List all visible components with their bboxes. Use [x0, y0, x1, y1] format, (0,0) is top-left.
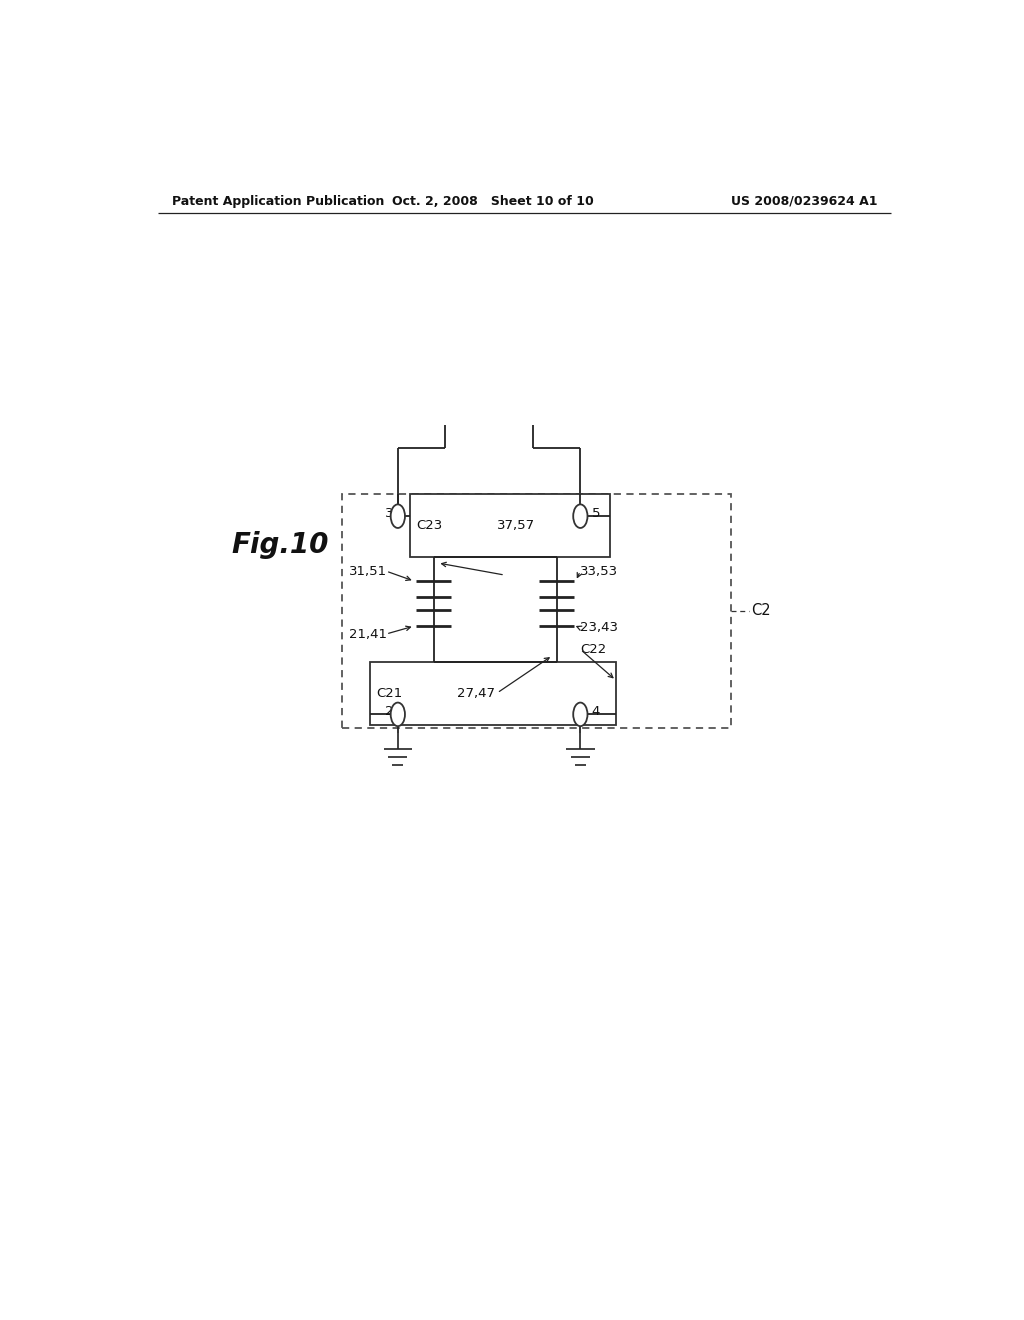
Ellipse shape: [573, 702, 588, 726]
Text: 5: 5: [592, 507, 600, 520]
Text: 4: 4: [592, 705, 600, 718]
Text: Fig.10: Fig.10: [231, 531, 329, 558]
Ellipse shape: [573, 504, 588, 528]
Text: C2: C2: [751, 603, 771, 618]
Text: C21: C21: [377, 686, 402, 700]
Bar: [342, 494, 731, 727]
Text: 31,51: 31,51: [348, 565, 387, 578]
Text: C23: C23: [416, 519, 442, 532]
Bar: [370, 661, 616, 725]
Text: C22: C22: [581, 643, 606, 656]
Text: 27,47: 27,47: [458, 686, 496, 700]
Text: US 2008/0239624 A1: US 2008/0239624 A1: [731, 194, 878, 207]
Text: 2: 2: [385, 705, 394, 718]
Text: 33,53: 33,53: [581, 565, 618, 578]
Text: 21,41: 21,41: [348, 627, 387, 640]
Ellipse shape: [391, 702, 404, 726]
Text: Patent Application Publication: Patent Application Publication: [172, 194, 384, 207]
Text: Oct. 2, 2008   Sheet 10 of 10: Oct. 2, 2008 Sheet 10 of 10: [392, 194, 594, 207]
Ellipse shape: [391, 504, 404, 528]
Text: 23,43: 23,43: [581, 622, 618, 635]
Text: 37,57: 37,57: [497, 519, 536, 532]
Text: 3: 3: [385, 507, 394, 520]
Bar: [410, 494, 609, 557]
